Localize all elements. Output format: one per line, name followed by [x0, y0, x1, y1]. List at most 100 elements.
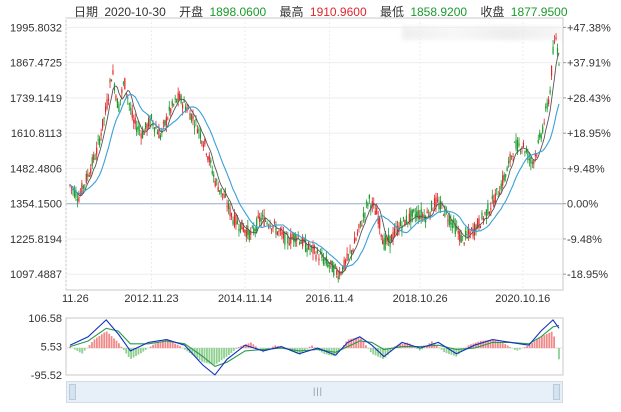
macd-hist-bar — [509, 347, 511, 349]
candle-body — [459, 231, 461, 242]
candle-body — [328, 265, 330, 267]
candle-body — [239, 223, 242, 233]
candle-body — [367, 203, 369, 207]
candle-body — [463, 242, 465, 245]
macd-hist-bar — [372, 348, 375, 355]
range-scrollbar[interactable]: ||| — [66, 381, 563, 403]
candle-body — [146, 124, 148, 131]
candle-body — [410, 210, 412, 223]
macd-hist-bar — [418, 348, 421, 351]
scroll-grip[interactable]: ||| — [313, 386, 324, 396]
candle-body — [513, 141, 516, 143]
macd-hist-bar — [523, 347, 526, 349]
macd-hist-bar — [140, 348, 142, 354]
macd-hist-bar — [223, 348, 225, 359]
candle-body — [88, 175, 90, 177]
macd-hist-bar — [73, 348, 76, 350]
macd-hist-bar — [122, 348, 125, 351]
candle-body — [457, 231, 459, 234]
candle-body — [76, 199, 79, 201]
macd-hist-bar — [208, 348, 211, 364]
scroll-handle-left[interactable] — [69, 384, 76, 400]
candle-body — [536, 154, 538, 156]
candle-body — [116, 99, 119, 109]
candle-body — [130, 108, 132, 111]
candle-body — [525, 149, 527, 153]
macd-hist-bar — [235, 348, 238, 349]
macd-hist-bar — [540, 336, 543, 349]
candle-body — [484, 212, 486, 214]
candle-body — [96, 147, 98, 155]
candle-body — [241, 219, 243, 230]
macd-hist-bar — [164, 340, 167, 349]
watermark-blur — [402, 26, 562, 40]
candle-body — [227, 202, 230, 209]
macd-hist-bar — [110, 336, 113, 349]
candle-body — [555, 37, 557, 40]
candle-body — [211, 170, 213, 174]
y-tick-label-left: 1995.8032 — [10, 22, 62, 34]
candle-body — [173, 104, 175, 106]
candle-body — [100, 133, 102, 136]
high-value: 1910.9600 — [309, 5, 367, 19]
macd-hist-bar — [98, 335, 101, 349]
candle-body — [204, 138, 206, 145]
candle-body — [99, 137, 101, 146]
macd-hist-bar — [272, 346, 274, 349]
candle-body — [435, 196, 437, 207]
candle-body — [518, 143, 520, 146]
macd-hist-bar — [496, 341, 499, 349]
macd-hist-bar — [201, 348, 203, 362]
candle-body — [167, 118, 169, 120]
candle-body — [482, 218, 485, 221]
candle-body — [300, 242, 302, 244]
candle-body — [94, 158, 96, 160]
macd-hist-bar — [426, 345, 428, 349]
candle-body — [365, 202, 367, 203]
candle-body — [201, 141, 203, 145]
candle-body — [306, 248, 308, 253]
candle-body — [339, 271, 341, 276]
macd-hist-bar — [120, 346, 123, 349]
candle-body — [368, 194, 370, 199]
macd-hist-bar — [450, 348, 453, 355]
candle-body — [233, 213, 236, 227]
candle-body — [250, 231, 252, 235]
candle-body — [219, 190, 221, 192]
candle-body — [279, 229, 282, 232]
candle-body — [490, 208, 492, 210]
macd-hist-bar — [364, 345, 367, 349]
date-label: 日期 — [74, 5, 99, 19]
candle-body — [174, 98, 176, 100]
macd-hist-bar — [254, 346, 257, 349]
candle-body — [84, 184, 86, 186]
scroll-handle-right[interactable] — [553, 384, 560, 400]
candle-body — [533, 160, 535, 164]
candle-body — [142, 130, 144, 138]
macd-hist-bar — [528, 344, 531, 349]
candle-body — [430, 201, 433, 211]
candle-body — [436, 199, 439, 202]
candle-body — [104, 106, 107, 113]
candle-body — [327, 261, 329, 268]
candle-body — [450, 219, 452, 225]
candle-body — [260, 218, 262, 222]
candle-body — [106, 99, 108, 109]
macd-hist-bar — [95, 337, 98, 349]
candle-body — [527, 151, 529, 161]
candle-body — [121, 89, 123, 94]
candle-body — [124, 78, 126, 90]
candle-body — [417, 210, 419, 219]
candle-body — [266, 222, 268, 225]
candle-body — [468, 228, 470, 235]
candle-body — [226, 205, 228, 207]
macd-hist-bar — [262, 348, 265, 353]
candle-body — [199, 132, 201, 139]
candle-body — [195, 118, 197, 121]
candle-body — [236, 220, 239, 225]
macd-hist-bar — [558, 348, 560, 360]
candle-body — [73, 188, 76, 197]
candle-body — [273, 221, 276, 224]
